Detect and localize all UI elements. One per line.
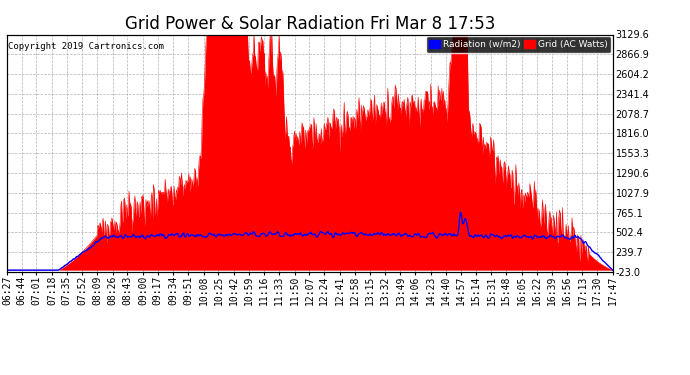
Text: Copyright 2019 Cartronics.com: Copyright 2019 Cartronics.com bbox=[8, 42, 164, 51]
Legend: Radiation (w/m2), Grid (AC Watts): Radiation (w/m2), Grid (AC Watts) bbox=[426, 36, 611, 52]
Title: Grid Power & Solar Radiation Fri Mar 8 17:53: Grid Power & Solar Radiation Fri Mar 8 1… bbox=[125, 15, 495, 33]
